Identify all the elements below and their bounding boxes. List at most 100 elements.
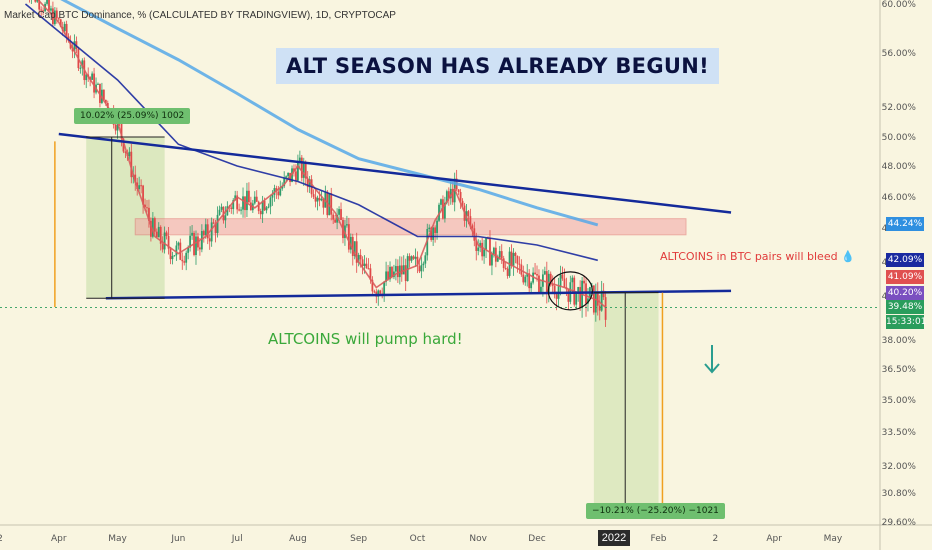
candle-body [602,290,605,298]
candle-body [138,185,141,190]
candle-body [300,157,303,178]
candle-body [128,151,131,157]
candle-body [232,200,235,210]
candle-body [140,185,143,187]
candle-body [436,220,438,234]
candle-body [398,265,401,278]
candle-body [467,211,470,217]
candle-body [42,10,45,12]
candle-body [208,238,211,242]
candle-body [238,209,241,211]
candle-body [551,284,554,286]
candle-body [91,73,94,80]
y-tick-label: 30.80% [882,489,917,499]
candle-body [224,215,227,221]
candle-body [206,224,209,239]
candle-body [34,0,37,2]
candle-body [536,274,538,276]
y-tick-label: 38.00% [882,336,917,346]
candle-body [322,198,325,208]
candle-body [302,163,305,178]
x-tick-label: Jun [170,534,185,544]
candle-body [104,99,107,104]
candle-body [63,23,66,32]
measure-box-top [86,137,165,299]
candle-body [555,294,558,299]
candle-body [216,214,219,233]
candle-body [316,197,319,202]
candle-body [161,243,164,250]
candle-body [257,201,260,212]
candle-body [483,249,485,257]
candle-body [328,193,331,216]
candle-body [516,256,519,264]
candle-body [263,200,266,211]
candle-body [481,242,484,257]
x-tick-label: May [108,534,127,544]
y-tick-label: 50.00% [882,133,917,143]
candle-body [102,89,105,100]
candle-body [81,60,84,68]
candle-body [93,73,95,93]
candle-body [153,218,156,232]
candle-body [48,0,50,11]
candle-body [308,179,311,188]
candle-body [506,268,509,276]
candle-body [234,195,237,201]
candle-body [79,67,82,69]
candle-body [183,261,186,263]
candle-body [173,255,176,257]
candle-body [387,271,389,280]
candle-body [459,191,462,201]
candle-body [363,263,366,266]
candle-body [85,74,88,81]
candle-body [412,256,415,259]
candle-body [318,197,321,201]
bleed-label: ALTCOINS in BTC pairs will bleed [660,250,838,263]
candle-body [567,289,570,302]
resistance-zone-0 [134,218,687,236]
candle-body [449,188,452,199]
candle-body [553,285,556,295]
candle-body [428,227,431,229]
price-tag: 15:33:01 [886,315,927,330]
x-tick-label: Feb [651,534,667,544]
candle-body [587,298,589,304]
candle-body [461,200,464,206]
price-tag: 42.09% [886,253,924,268]
candle-body [248,190,250,203]
candle-body [334,219,337,223]
candle-body [500,251,503,259]
candle-body [579,287,582,309]
measure-label-bottom: −10.21% (−25.20%) −1021 [586,503,725,519]
candle-body [410,256,413,261]
candle-body [287,172,290,177]
x-tick-label: 2 [0,534,3,544]
candle-body [38,0,41,10]
candle-body [355,241,358,263]
candle-body [518,263,521,265]
candle-body [494,247,497,262]
x-tick-label: Apr [766,534,782,544]
candle-body [492,247,495,255]
candle-body [124,151,127,153]
candle-body [293,168,295,172]
candle-body [114,124,117,131]
candle-body [604,297,607,320]
candle-body [485,238,487,250]
chart-title: Market Cap BTC Dominance, % (CALCULATED … [4,10,396,21]
y-tick-label: 35.00% [882,396,917,406]
candle-body [71,48,74,52]
candle-body [477,247,480,251]
bleed-annotation: ALTCOINS in BTC pairs will bleed 💧 [660,250,855,263]
candle-body [150,220,152,237]
candle-body [471,225,474,229]
candle-body [365,263,368,269]
candle-body [594,291,597,313]
candle-body [520,264,523,275]
candle-body [504,268,507,270]
x-tick-label: Dec [528,534,545,544]
candle-body [577,287,580,292]
candle-body [440,199,442,205]
